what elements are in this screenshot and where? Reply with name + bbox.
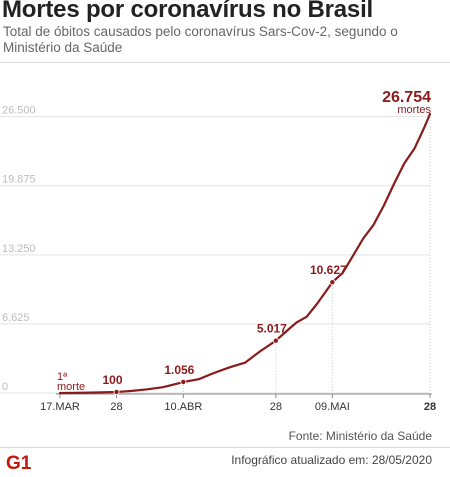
y-tick-label: 6.625 [2, 312, 30, 324]
annotation-label: 5.017 [257, 322, 287, 336]
annotation-label: 26.754 [382, 89, 431, 106]
annotation-label: 10.627 [310, 263, 347, 277]
data-point-marker [180, 378, 187, 385]
data-point-marker [329, 279, 336, 286]
y-tick-label: 13.250 [2, 243, 36, 255]
chart-subtitle: Total de óbitos causados pelo coronavíru… [3, 24, 398, 55]
data-point-marker [272, 337, 279, 344]
y-tick-label: 0 [2, 381, 8, 393]
updated-note: Infográfico atualizado em: 28/05/2020 [231, 453, 432, 467]
source-note: Fonte: Ministério da Saúde [288, 429, 432, 443]
x-tick-label: 17.MAR [40, 401, 80, 413]
chart-title: Mortes por coronavírus no Brasil [2, 0, 374, 23]
annotation-label: morte [57, 381, 85, 393]
annotation-label: 1.056 [164, 363, 194, 377]
line-chart: 0 6.625 13.250 19.875 26.500 17.MAR 28 10.ABR 28… [0, 89, 436, 413]
g1-logo: G1 [6, 453, 32, 472]
x-tick-label: 28 [424, 401, 436, 413]
data-point-marker [113, 388, 120, 395]
y-tick-label: 19.875 [2, 174, 36, 186]
x-tick-label: 28 [270, 401, 282, 413]
annotation-label: 1ª [57, 371, 68, 383]
x-tick-label: 10.ABR [164, 401, 202, 413]
x-tick-label: 28 [110, 401, 122, 413]
bottom-divider [0, 447, 450, 448]
annotation-label: mortes [397, 104, 431, 116]
y-tick-label: 26.500 [2, 105, 36, 117]
x-tick-label: 09.MAI [315, 401, 350, 413]
top-divider [0, 62, 450, 63]
annotation-label: 100 [103, 373, 123, 387]
deaths-series-line [58, 112, 432, 395]
g1-logo-text: G1 [6, 453, 32, 472]
